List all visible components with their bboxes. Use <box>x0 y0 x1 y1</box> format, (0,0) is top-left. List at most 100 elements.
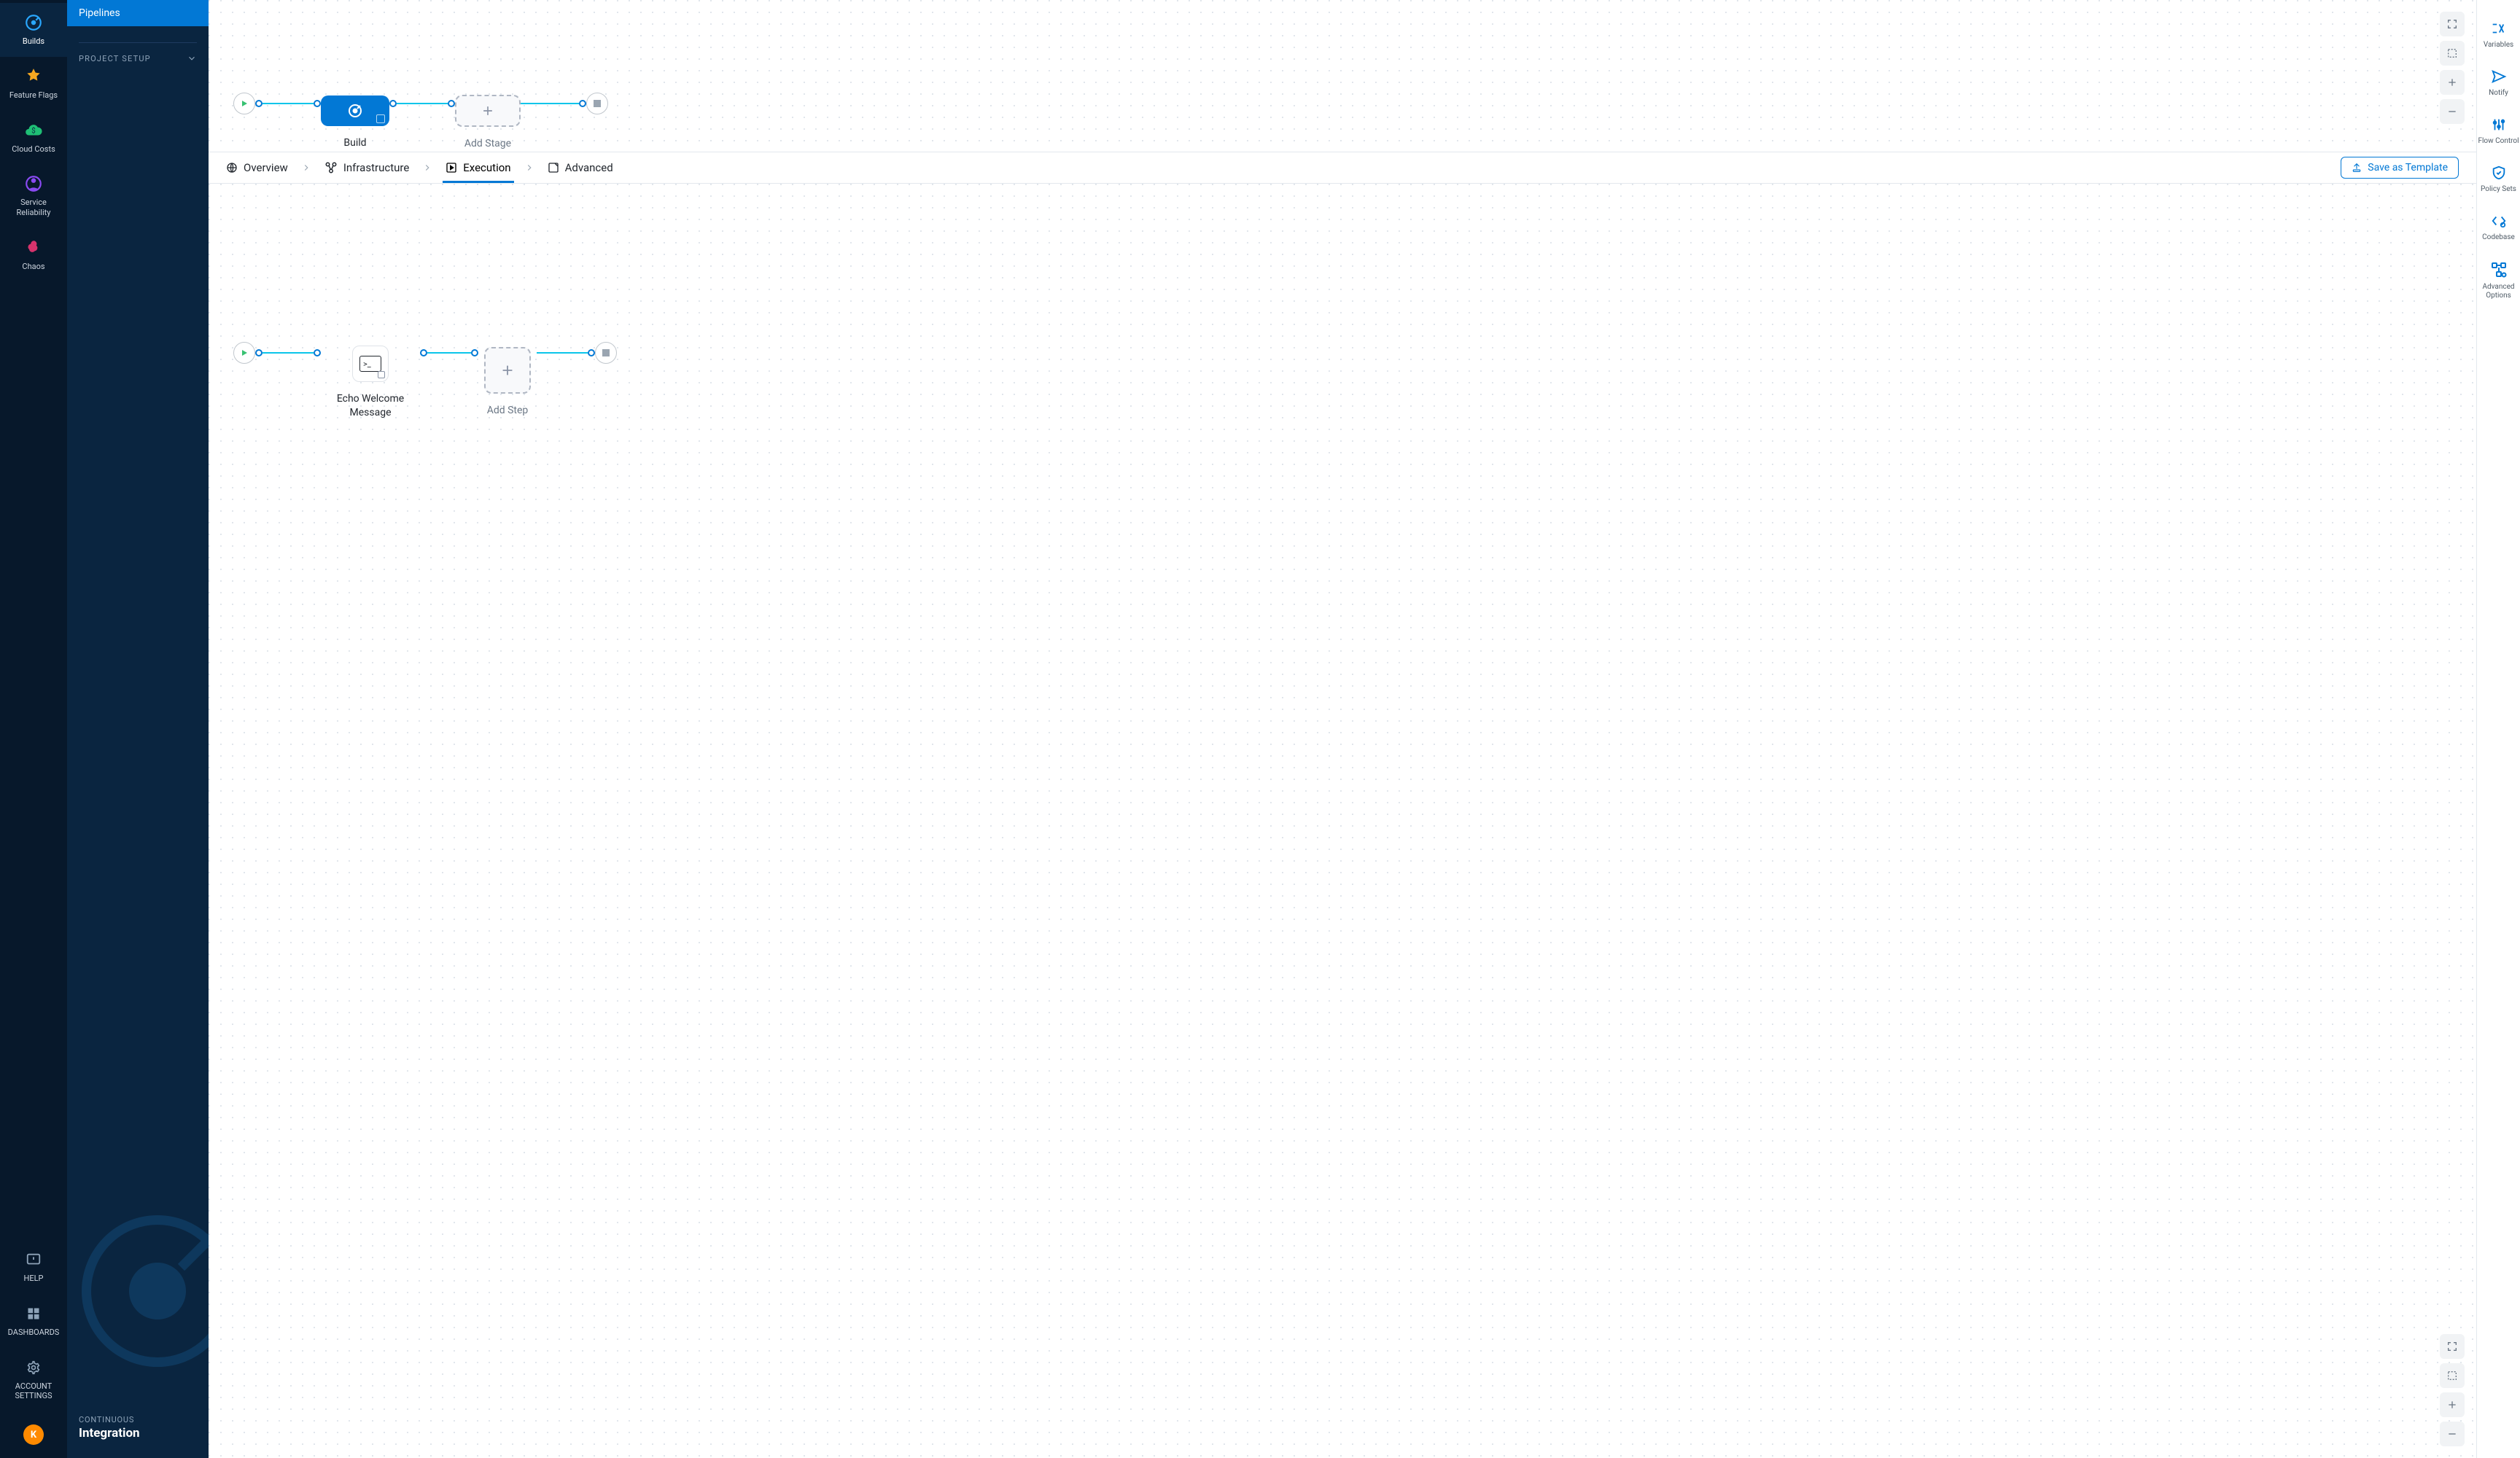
flow-end <box>586 93 608 114</box>
connector-dot <box>579 100 586 107</box>
connector-dot <box>471 349 478 356</box>
shield-check-icon <box>2491 165 2507 181</box>
save-as-template-button[interactable]: Save as Template <box>2341 157 2459 179</box>
rail-advanced-options[interactable]: Advanced Options <box>2477 261 2520 300</box>
code-icon <box>2491 213 2507 229</box>
rail-label: Policy Sets <box>2481 185 2516 194</box>
stage-node[interactable] <box>321 95 389 126</box>
main: Build Add Stage Overview Infrastructure <box>209 0 2476 1458</box>
fullscreen-button[interactable] <box>2440 12 2465 36</box>
nav-label: Chaos <box>22 262 44 272</box>
module-footer: CONTINUOUS Integration <box>67 1415 209 1458</box>
nav-cloud-costs[interactable]: $ Cloud Costs <box>0 111 67 165</box>
tab-label: Overview <box>244 161 288 174</box>
nav-service-reliability[interactable]: Service Reliability <box>0 164 67 228</box>
nav-feature-flags[interactable]: Feature Flags <box>0 57 67 111</box>
nav-label: Builds <box>23 36 44 47</box>
stage-build[interactable]: Build <box>321 95 389 150</box>
tab-execution[interactable]: Execution <box>446 161 510 174</box>
nav-chaos[interactable]: Chaos <box>0 228 67 282</box>
nav-help[interactable]: HELP <box>0 1240 67 1294</box>
project-setup-label: PROJECT SETUP <box>79 54 151 63</box>
add-stage-label: Add Stage <box>464 137 511 151</box>
zoom-out-button[interactable] <box>2440 1422 2465 1446</box>
nav-label: Service Reliability <box>3 198 64 218</box>
exec-canvas-tools <box>2440 1334 2465 1446</box>
zoom-in-button[interactable] <box>2440 1392 2465 1417</box>
cloud-icon: $ <box>24 121 43 140</box>
select-button[interactable] <box>2440 41 2465 66</box>
tab-advanced[interactable]: Advanced <box>548 161 613 174</box>
stage-label: Build <box>343 136 366 150</box>
tab-overview[interactable]: Overview <box>226 161 288 174</box>
rail-flow-control[interactable]: Flow Control <box>2478 117 2519 146</box>
rail-notify[interactable]: Notify <box>2489 69 2508 98</box>
nav-label: ACCOUNT SETTINGS <box>3 1381 64 1402</box>
add-step-label: Add Step <box>487 404 529 418</box>
tab-label: Execution <box>463 161 510 174</box>
nav-dashboards[interactable]: DASHBOARDS <box>0 1294 67 1348</box>
step-node[interactable]: >_ <box>352 346 389 382</box>
connector-dot <box>448 100 455 107</box>
execution-canvas: >_ Echo Welcome Message Add Step <box>209 184 2476 1458</box>
save-template-label: Save as Template <box>2368 162 2448 174</box>
template-icon <box>2352 163 2362 173</box>
primary-nav: Builds Feature Flags $ Cloud Costs Servi… <box>0 0 67 1458</box>
dashboards-icon <box>24 1304 43 1323</box>
step-label: Echo Welcome Message <box>327 392 414 420</box>
step-echo[interactable]: >_ Echo Welcome Message <box>327 346 414 420</box>
chevron-right-icon <box>422 163 432 173</box>
secondary-nav: Pipelines PROJECT SETUP CONTINUOUS Integ… <box>67 0 209 1458</box>
connector-line <box>537 352 588 354</box>
nav-label: Feature Flags <box>9 90 58 101</box>
select-button[interactable] <box>2440 1363 2465 1388</box>
connector-dot <box>314 349 321 356</box>
rail-label: Codebase <box>2482 233 2515 242</box>
stages-flow: Build Add Stage <box>233 57 608 151</box>
rail-codebase[interactable]: Codebase <box>2482 213 2515 242</box>
module-logo-bg <box>67 74 209 1415</box>
connector-dot <box>420 349 427 356</box>
tab-label: Advanced <box>565 161 613 174</box>
nav-account-settings[interactable]: ACCOUNT SETTINGS <box>0 1348 67 1412</box>
module-eyebrow: CONTINUOUS <box>79 1415 197 1424</box>
flags-icon <box>24 67 43 86</box>
avatar[interactable]: K <box>23 1424 44 1445</box>
project-setup[interactable]: PROJECT SETUP <box>79 42 197 74</box>
fullscreen-button[interactable] <box>2440 1334 2465 1359</box>
svg-text:$: $ <box>31 127 35 135</box>
connector-dot <box>588 349 595 356</box>
terminal-icon: >_ <box>359 356 381 372</box>
stages-canvas-tools <box>2440 12 2465 124</box>
workflow-icon <box>2490 261 2508 278</box>
zoom-in-button[interactable] <box>2440 70 2465 95</box>
flow-end <box>595 342 617 364</box>
tab-label: Infrastructure <box>343 161 409 174</box>
connector-dot <box>389 100 397 107</box>
chevron-down-icon <box>187 53 197 63</box>
gear-icon <box>24 1358 43 1377</box>
rail-variables[interactable]: Variables <box>2484 20 2513 50</box>
rail-policy-sets[interactable]: Policy Sets <box>2481 165 2516 194</box>
help-icon <box>24 1250 43 1269</box>
rail-label: Flow Control <box>2478 137 2519 146</box>
stage-tabstrip: Overview Infrastructure Execution Advanc… <box>209 152 2476 184</box>
add-step-button[interactable] <box>484 347 531 394</box>
right-rail: Variables Notify Flow Control Policy Set… <box>2476 0 2520 1458</box>
infra-icon <box>324 161 338 174</box>
nav-builds[interactable]: Builds <box>0 3 67 57</box>
connector-dot <box>314 100 321 107</box>
add-stage[interactable]: Add Stage <box>455 95 521 151</box>
steps-flow: >_ Echo Welcome Message Add Step <box>233 286 617 420</box>
stages-canvas: Build Add Stage <box>209 0 2476 152</box>
sliders-icon <box>2491 117 2507 133</box>
add-stage-button[interactable] <box>455 95 521 127</box>
sidebar-tab-pipelines[interactable]: Pipelines <box>67 0 209 26</box>
send-icon <box>2491 69 2507 85</box>
globe-icon <box>226 162 238 174</box>
add-step[interactable]: Add Step <box>484 347 531 418</box>
tab-infrastructure[interactable]: Infrastructure <box>324 161 409 174</box>
zoom-out-button[interactable] <box>2440 99 2465 124</box>
chevron-right-icon <box>301 163 311 173</box>
module-title: Integration <box>79 1426 197 1441</box>
